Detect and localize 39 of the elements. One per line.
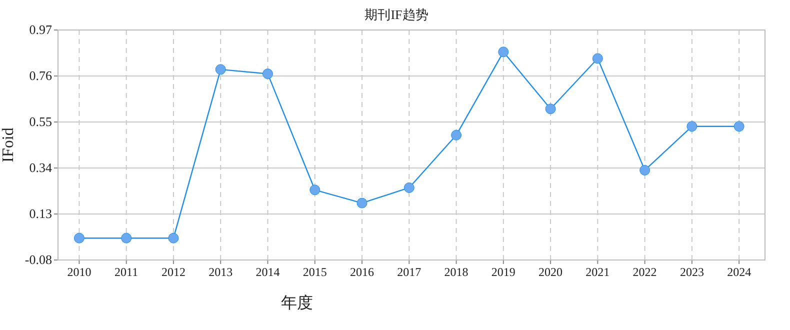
x-tick-label: 2010: [67, 265, 92, 279]
point: [262, 68, 273, 80]
x-tick-label: 2019: [491, 265, 516, 279]
point: [592, 53, 603, 64]
y-tick-label: 0.55: [29, 114, 52, 129]
point: [404, 182, 414, 193]
point: [121, 232, 132, 244]
point: [74, 232, 84, 244]
point: [640, 164, 650, 176]
x-tick-label: 2024: [727, 265, 752, 279]
y-tick-label: 0.34: [29, 160, 52, 175]
x-tick-label: 2018: [444, 265, 468, 279]
point: [356, 198, 368, 208]
x-tick-label: 2015: [302, 265, 327, 279]
point: [734, 121, 744, 132]
y-tick-label: -0.08: [24, 252, 52, 267]
y-tick-label: 0.13: [29, 206, 52, 221]
point: [215, 64, 226, 75]
x-tick-label: 2020: [538, 265, 563, 279]
y-axis-title: IFoid: [0, 128, 17, 162]
point: [498, 46, 509, 58]
chart-title: 期刊IF趋势: [364, 7, 428, 22]
point: [545, 104, 556, 114]
x-tick-label: 2016: [350, 265, 374, 279]
x-tick-label: 2011: [114, 265, 138, 279]
x-axis-title: 年度: [281, 294, 313, 312]
x-tick-label: 2023: [680, 265, 704, 279]
point: [310, 184, 320, 196]
point: [686, 121, 698, 132]
x-tick-label: 2022: [632, 265, 657, 279]
point: [168, 232, 179, 244]
point: [451, 130, 462, 140]
y-tick-label: 0.97: [29, 22, 52, 37]
x-tick-label: 2012: [161, 265, 186, 279]
x-tick-label: 2021: [586, 265, 610, 279]
x-tick-label: 2013: [208, 265, 233, 279]
y-tick-label: 0.76: [29, 68, 52, 83]
x-tick-label: 2014: [256, 265, 280, 279]
x-tick-label: 2017: [397, 265, 422, 279]
